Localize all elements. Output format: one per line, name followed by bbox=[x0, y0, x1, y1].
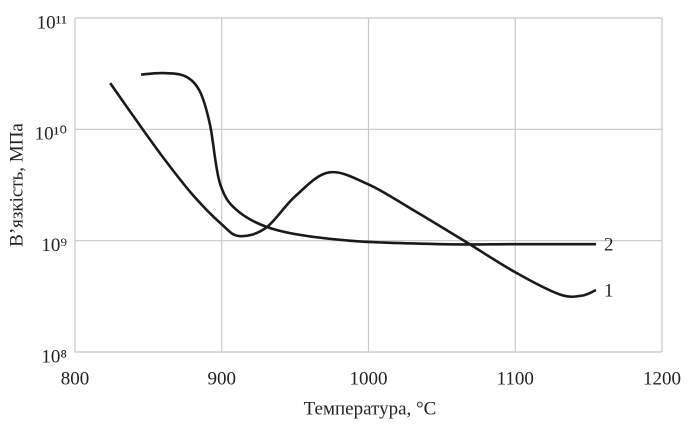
x-tick-label: 1200 bbox=[643, 368, 681, 389]
x-axis-label: Температура, °С bbox=[304, 398, 437, 419]
x-tick-label: 900 bbox=[208, 368, 237, 389]
x-tick-label: 1100 bbox=[497, 368, 534, 389]
line-label: 2 bbox=[604, 235, 614, 256]
y-tick-label: 10⁸ bbox=[41, 346, 67, 367]
y-tick-label: 10¹¹ bbox=[37, 12, 68, 33]
x-tick-label: 1000 bbox=[350, 368, 388, 389]
y-tick-label: 10⁹ bbox=[41, 235, 67, 256]
y-axis-label: В’язкість, МПа bbox=[6, 123, 27, 247]
y-tick-label: 10¹⁰ bbox=[35, 124, 67, 145]
x-tick-label: 800 bbox=[61, 368, 90, 389]
line bbox=[140, 71, 596, 246]
line bbox=[109, 82, 597, 299]
line-label: 1 bbox=[604, 280, 614, 301]
